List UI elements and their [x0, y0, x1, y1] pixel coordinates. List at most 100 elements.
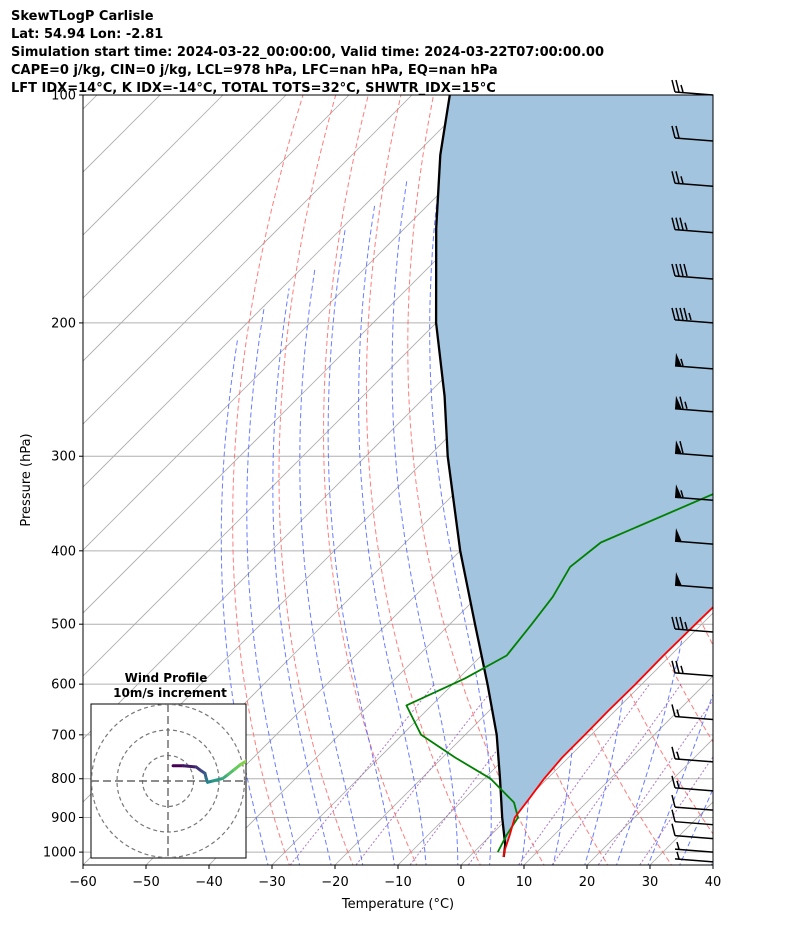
x-tick-label: −20 [321, 875, 348, 890]
isotherm [83, 95, 224, 236]
dry-adiabat [278, 95, 354, 865]
mixing-ratio-line [517, 683, 651, 865]
chart-header: SkewTLogP Carlisle Lat: 54.94 Lon: -2.81… [11, 8, 604, 98]
mixing-ratio-line [289, 683, 435, 865]
isotherm [83, 95, 413, 425]
moist-adiabat [327, 228, 395, 865]
barb-flag [671, 171, 676, 184]
barb-pennant [675, 440, 682, 455]
moist-adiabat [299, 269, 364, 865]
isotherm [83, 95, 98, 110]
barb-flag [671, 809, 676, 822]
x-tick-label: 20 [579, 875, 596, 890]
wind-barb [671, 616, 714, 633]
wind-barb [671, 79, 714, 96]
y-tick-label-600: 600 [51, 678, 76, 693]
wind-barb [671, 794, 714, 811]
indices-line-1: CAPE=0 j/kg, CIN=0 j/kg, LCL=978 hPa, LF… [11, 63, 498, 78]
parcel-profile-line [434, 95, 507, 858]
barb-half-flag [680, 665, 684, 674]
y-tick-label-1000: 1000 [43, 846, 76, 861]
moist-adiabat [246, 305, 301, 865]
mixing-ratio-line [639, 756, 713, 865]
barb-flag [671, 704, 676, 717]
barb-shaft [674, 787, 714, 792]
dry-adiabat [232, 95, 304, 865]
x-axis-label: Temperature (°C) [341, 897, 454, 912]
x-tick-label: 40 [705, 875, 722, 890]
barb-flag [675, 125, 680, 139]
profile-layer [405, 95, 713, 858]
barb-flag [675, 616, 680, 630]
barb-shaft [674, 672, 714, 677]
barb-shaft [674, 137, 714, 142]
barb-half-flag [676, 780, 680, 789]
isotherm [83, 95, 287, 299]
barb-half-flag [676, 709, 680, 717]
barb-flag [671, 660, 676, 673]
barb-flag [675, 79, 680, 93]
barb-flag [675, 217, 680, 230]
x-tick-label: −10 [384, 875, 411, 890]
barb-flag [671, 79, 676, 93]
moist-adiabat [272, 288, 332, 865]
barb-pennant [675, 572, 682, 587]
barb-half-flag [684, 401, 688, 409]
barb-shaft [674, 848, 714, 853]
barb-flag [671, 823, 676, 836]
barb-flag [675, 660, 680, 673]
moist-adiabat [220, 338, 269, 865]
isotherm [712, 864, 713, 865]
barb-shaft [674, 182, 714, 188]
wind-barb [671, 217, 714, 234]
wind-barb [674, 440, 714, 457]
chart-title: SkewTLogP Carlisle [11, 9, 154, 24]
barb-flag [683, 307, 688, 321]
isotherm [334, 486, 713, 865]
barb-flag [671, 746, 676, 760]
x-tick-label: −60 [69, 875, 96, 890]
mixing-ratio-line [551, 683, 682, 865]
y-tick-label-400: 400 [51, 544, 76, 559]
isotherm [83, 95, 539, 551]
isotherm [460, 612, 713, 865]
wind-barb [674, 484, 714, 502]
y-axis-label: Pressure (hPa) [19, 433, 34, 526]
wind-barb [671, 171, 714, 188]
wind-barb [674, 395, 714, 413]
barb-half-flag [684, 222, 688, 230]
barb-shaft [674, 628, 714, 633]
dewpoint-profile-line [405, 493, 713, 853]
y-tick-label-300: 300 [51, 450, 76, 465]
dry-adiabat [323, 95, 418, 865]
barb-flag [683, 263, 688, 277]
barb-flag [675, 307, 680, 321]
barb-half-flag [688, 312, 692, 321]
hodograph-trace-segment [181, 764, 198, 769]
hodograph-title: Wind Profile [125, 671, 208, 685]
wind-barb [671, 775, 714, 792]
barb-shaft [674, 228, 714, 234]
dry-adiabat [760, 95, 794, 868]
isotherm [83, 95, 350, 362]
hodograph-plot [91, 704, 246, 858]
barb-flag [671, 616, 676, 630]
wind-barb [671, 125, 714, 142]
hodograph-trace-segment [211, 776, 225, 783]
barb-flag [679, 217, 684, 230]
barb-pennant [675, 528, 682, 543]
isotherm [83, 95, 476, 488]
y-tick-label-200: 200 [51, 316, 76, 331]
y-tick-label-100: 100 [51, 89, 76, 104]
barb-half-flag [676, 851, 680, 860]
moist-adiabat [647, 692, 713, 865]
negative-area-shading [436, 95, 713, 857]
isotherm [776, 95, 794, 865]
y-tick-label-800: 800 [51, 772, 76, 787]
barb-flag [679, 263, 684, 277]
x-tick-label: 30 [642, 875, 659, 890]
barb-flag [671, 217, 676, 230]
x-tick-label: −40 [195, 875, 222, 890]
